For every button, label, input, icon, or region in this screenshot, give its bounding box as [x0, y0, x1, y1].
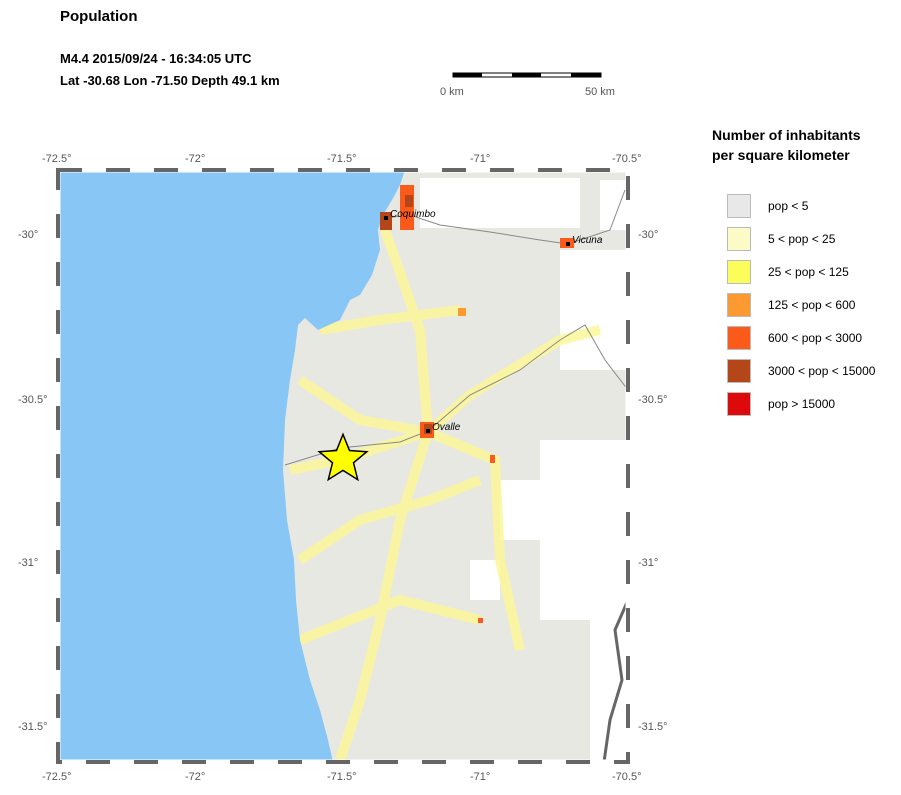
- city-label: Ovalle: [432, 422, 461, 433]
- city-label: Vicuna: [572, 235, 603, 246]
- lon-tick-label: -71.5°: [327, 153, 357, 165]
- lat-tick-label: -30°: [638, 229, 659, 241]
- legend-label: 5 < pop < 25: [768, 232, 836, 246]
- legend-swatch: [727, 326, 751, 350]
- legend-swatch: [727, 227, 751, 251]
- city-marker: [384, 216, 388, 220]
- lon-tick-label: -71.5°: [327, 771, 357, 783]
- legend-label: 125 < pop < 600: [768, 298, 856, 312]
- lon-tick-label: -72.5°: [42, 153, 72, 165]
- lon-tick-label: -72°: [185, 771, 206, 783]
- legend-swatch: [727, 359, 751, 383]
- city-marker: [426, 429, 430, 433]
- legend-swatch: [727, 260, 751, 284]
- lat-tick-label: -30.5°: [18, 394, 48, 406]
- star-icon: [317, 432, 369, 482]
- lat-tick-label: -30.5°: [638, 394, 668, 406]
- lon-tick-label: -71°: [470, 153, 491, 165]
- city-markers: Coquimbo Vicuna Ovalle: [384, 209, 603, 433]
- legend-title: Number of inhabitants per square kilomete…: [712, 125, 861, 165]
- scale-start-label: 0 km: [440, 86, 464, 98]
- sea: [58, 170, 405, 762]
- legend-label: pop > 15000: [768, 397, 836, 411]
- lat-tick-label: -31.5°: [18, 721, 48, 733]
- lon-tick-label: -72.5°: [42, 771, 72, 783]
- lon-tick-label: -72°: [185, 153, 206, 165]
- road: [384, 189, 626, 245]
- lat-tick-label: -31.5°: [638, 721, 668, 733]
- legend-title-line: per square kilometer: [712, 147, 850, 163]
- legend-swatch: [727, 293, 751, 317]
- legend-label: 600 < pop < 3000: [768, 331, 863, 345]
- border-line: [602, 599, 628, 762]
- road: [284, 324, 628, 466]
- unpopulated-patches: [420, 178, 628, 760]
- lat-tick-label: -30°: [18, 229, 39, 241]
- scale-end-label: 50 km: [585, 86, 615, 98]
- legend-swatch: [727, 392, 751, 416]
- event-location: Lat -30.68 Lon -71.50 Depth 49.1 km: [60, 73, 280, 88]
- legend-title-line: Number of inhabitants: [712, 127, 861, 143]
- legend-swatch: [727, 194, 751, 218]
- lon-tick-label: -70.5°: [612, 153, 642, 165]
- map-title: Population: [60, 8, 138, 25]
- event-info: M4.4 2015/09/24 - 16:34:05 UTC: [60, 51, 252, 66]
- map-frame: [55, 167, 631, 765]
- lat-tick-label: -31°: [638, 557, 659, 569]
- city-label: Coquimbo: [390, 209, 436, 220]
- lon-tick-label: -71°: [470, 771, 491, 783]
- legend-label: pop < 5: [768, 199, 809, 213]
- legend-label: 25 < pop < 125: [768, 265, 849, 279]
- lat-tick-label: -31°: [18, 557, 39, 569]
- legend-label: 3000 < pop < 15000: [768, 364, 876, 378]
- lon-tick-label: -70.5°: [612, 771, 642, 783]
- scale-bar: [452, 72, 602, 78]
- city-marker: [566, 242, 570, 246]
